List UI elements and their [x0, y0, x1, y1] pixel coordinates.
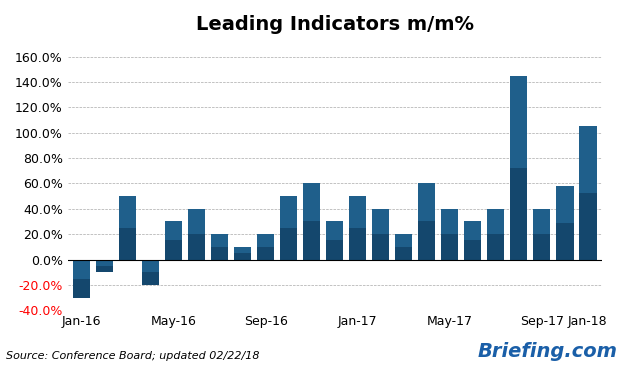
Bar [418, 183, 436, 260]
Bar [142, 272, 159, 285]
Bar [73, 260, 90, 297]
Bar [96, 260, 113, 272]
Bar [119, 228, 136, 260]
Bar [349, 228, 366, 260]
Bar [556, 186, 573, 260]
Bar [96, 266, 113, 272]
Bar [326, 222, 343, 260]
Bar [395, 247, 412, 260]
Bar [211, 247, 228, 260]
Bar [257, 247, 275, 260]
Title: Leading Indicators m/m%: Leading Indicators m/m% [196, 15, 474, 34]
Bar [188, 209, 205, 260]
Bar [188, 234, 205, 260]
Bar [119, 196, 136, 260]
Bar [534, 234, 550, 260]
Bar [234, 253, 251, 260]
Bar [441, 209, 459, 260]
Text: Source: Conference Board; updated 02/22/18: Source: Conference Board; updated 02/22/… [6, 351, 260, 361]
Bar [464, 241, 482, 260]
Bar [534, 209, 550, 260]
Bar [211, 234, 228, 260]
Bar [165, 222, 182, 260]
Bar [280, 228, 297, 260]
Bar [556, 223, 573, 260]
Bar [280, 196, 297, 260]
Bar [303, 222, 320, 260]
Bar [73, 278, 90, 297]
Bar [372, 234, 389, 260]
Bar [303, 183, 320, 260]
Bar [487, 234, 504, 260]
Bar [579, 193, 597, 260]
Bar [579, 126, 597, 260]
Bar [165, 241, 182, 260]
Bar [326, 241, 343, 260]
Bar [487, 209, 504, 260]
Bar [234, 247, 251, 260]
Text: Briefing.com: Briefing.com [478, 342, 618, 361]
Bar [372, 209, 389, 260]
Bar [510, 76, 527, 260]
Bar [441, 234, 459, 260]
Bar [395, 234, 412, 260]
Bar [510, 168, 527, 260]
Bar [418, 222, 436, 260]
Bar [257, 234, 275, 260]
Bar [349, 196, 366, 260]
Bar [142, 260, 159, 285]
Bar [464, 222, 482, 260]
